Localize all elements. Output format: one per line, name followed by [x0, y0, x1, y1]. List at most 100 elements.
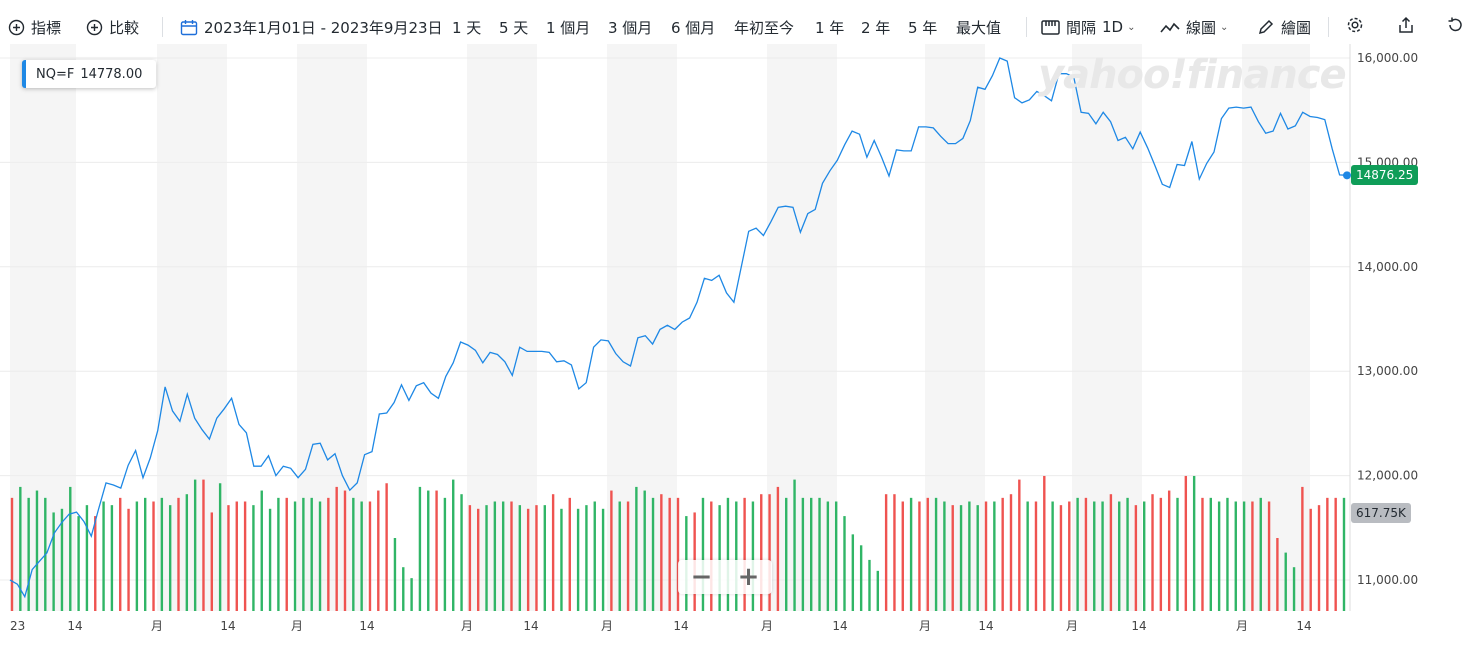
interval-dropdown[interactable]: 間隔 1D ⌄: [1041, 10, 1136, 44]
volume-bar: [1009, 494, 1013, 611]
time-band: [607, 44, 677, 611]
range-button[interactable]: 年初至今: [734, 18, 795, 37]
volume-bar: [651, 497, 655, 611]
x-tick-label: 月: [1236, 619, 1248, 633]
volume-bar: [1093, 501, 1096, 611]
volume-bar: [1076, 497, 1079, 611]
reset-button[interactable]: [1446, 10, 1464, 44]
volume-bar: [427, 490, 430, 611]
volume-bar: [1259, 497, 1262, 611]
volume-bar: [1301, 486, 1304, 611]
range-button[interactable]: 最大值: [956, 18, 1002, 37]
volume-bar: [826, 501, 830, 611]
volume-bar: [576, 508, 580, 611]
volume-bar: [393, 538, 397, 611]
price-chart[interactable]: 16,000.00 15,000.00 14,000.00 13,000.00 12,0…: [0, 44, 1471, 654]
chart-type-dropdown[interactable]: 線圖 ⌄: [1160, 10, 1228, 44]
date-range-picker[interactable]: 2023年1月01日 - 2023年9月23日: [180, 10, 443, 44]
range-button[interactable]: 6 個月: [671, 18, 716, 37]
symbol-legend[interactable]: NQ=F 14778.00: [22, 60, 157, 88]
volume-bar: [85, 505, 89, 611]
zoom-out-button[interactable]: −: [690, 562, 713, 592]
time-band: [1072, 44, 1142, 611]
legend-value: 14778.00: [80, 66, 143, 82]
volume-bar: [35, 490, 39, 611]
volume-bar: [1292, 567, 1296, 611]
range-button[interactable]: 2 年: [861, 18, 891, 37]
volume-bar: [618, 501, 621, 611]
volume-bar: [1309, 508, 1312, 611]
volume-bar: [701, 497, 705, 611]
volume-bar: [1018, 479, 1021, 611]
draw-button[interactable]: 繪圖: [1257, 10, 1311, 44]
volume-bar: [352, 497, 355, 611]
divider: [1026, 17, 1027, 37]
pencil-icon: [1257, 18, 1275, 36]
volume-bar: [543, 505, 546, 611]
volume-bar: [1209, 497, 1212, 611]
volume-bar: [934, 497, 938, 611]
volume-bar: [485, 505, 488, 611]
share-button[interactable]: [1397, 10, 1415, 44]
volume-bar: [984, 501, 988, 611]
volume-bar: [884, 494, 888, 611]
compare-label: 比較: [109, 18, 140, 37]
volume-bar: [676, 497, 680, 611]
chart-canvas[interactable]: 16,000.0015,000.0014,000.0013,000.0012,0…: [0, 44, 1471, 654]
volume-bar: [1317, 505, 1321, 611]
volume-bar: [335, 486, 338, 611]
volume-bar: [710, 501, 713, 611]
volume-bar: [468, 505, 472, 611]
volume-bar: [601, 508, 605, 611]
y-tick-label: 13,000.00: [1357, 364, 1418, 378]
volume-bar: [909, 497, 913, 611]
volume-bar: [293, 501, 297, 611]
volume-bar: [851, 534, 855, 611]
volume-bar: [901, 501, 904, 611]
volume-bar: [144, 497, 147, 611]
volume-bar: [968, 501, 971, 611]
chevron-down-icon: ⌄: [1127, 21, 1136, 33]
volume-bar: [360, 501, 363, 611]
volume-bar: [460, 494, 463, 611]
volume-bar: [785, 497, 788, 611]
range-button[interactable]: 3 個月: [608, 18, 653, 37]
volume-bar: [843, 516, 846, 611]
x-tick-label: 月: [151, 619, 163, 633]
volume-bar: [926, 497, 929, 611]
volume-bar: [243, 501, 247, 611]
interval-value: 1D: [1102, 18, 1124, 36]
volume-bar: [893, 494, 896, 611]
x-tick-label: 14: [220, 619, 235, 633]
zoom-in-button[interactable]: +: [737, 562, 760, 592]
volume-bar: [127, 508, 130, 611]
volume-bar: [443, 497, 447, 611]
volume-bar: [1101, 501, 1104, 611]
x-tick-label: 14: [673, 619, 688, 633]
x-tick-label: 14: [1131, 619, 1146, 633]
date-range-label: 2023年1月01日 - 2023年9月23日: [204, 18, 443, 37]
range-button[interactable]: 1 個月: [546, 18, 591, 37]
settings-button[interactable]: [1346, 10, 1364, 44]
volume-bar: [1226, 497, 1229, 611]
range-button[interactable]: 1 天: [452, 18, 482, 37]
volume-bar: [152, 501, 155, 611]
volume-bar: [951, 505, 954, 611]
gear-icon: [1346, 16, 1364, 38]
volume-bar: [327, 497, 330, 611]
x-tick-label: 23: [10, 619, 25, 633]
range-button[interactable]: 5 天: [499, 18, 529, 37]
volume-bar: [210, 512, 213, 611]
volume-bar: [976, 505, 979, 611]
volume-bar: [568, 497, 571, 611]
volume-bar: [260, 490, 263, 611]
compare-button[interactable]: 比較: [86, 10, 139, 44]
indicators-button[interactable]: 指標: [8, 10, 61, 44]
volume-bar: [1034, 501, 1038, 611]
range-button[interactable]: 5 年: [908, 18, 938, 37]
range-button[interactable]: 1 年: [815, 18, 845, 37]
volume-bar: [993, 501, 996, 611]
price-line: [9, 57, 1348, 599]
volume-bar: [177, 497, 180, 611]
volume-bar: [535, 505, 538, 611]
